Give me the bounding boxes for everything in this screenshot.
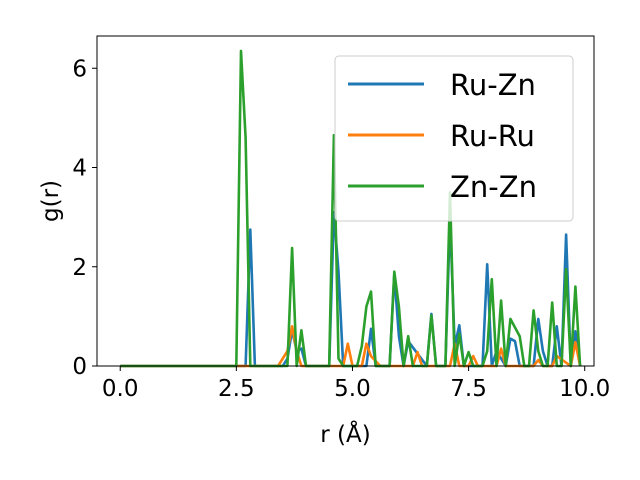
y-tick-label: 0 xyxy=(72,354,87,380)
legend-entry: Zn-Zn xyxy=(450,170,537,204)
y-tick-label: 6 xyxy=(72,56,87,82)
legend-entry: Ru-Ru xyxy=(450,119,535,153)
x-tick-label: 7.5 xyxy=(450,376,487,402)
y-axis-label: g(r) xyxy=(38,180,64,222)
legend-box xyxy=(334,55,574,222)
x-tick-label: 5.0 xyxy=(334,376,371,402)
legend: Ru-Zn Ru-Ru Zn-Zn xyxy=(334,55,574,222)
x-tick-label: 0.0 xyxy=(102,376,139,402)
x-tick-label: 2.5 xyxy=(218,376,255,402)
series-line-ru-zn xyxy=(120,210,582,368)
y-tick-label: 2 xyxy=(72,255,87,281)
x-axis: 0.0 2.5 5.0 7.5 10.0 xyxy=(102,366,610,402)
plot-frame xyxy=(96,35,595,367)
legend-entry: Ru-Zn xyxy=(450,68,536,102)
x-tick-label: 10.0 xyxy=(559,376,610,402)
y-tick-label: 4 xyxy=(72,156,87,182)
series-line-ru-ru xyxy=(120,324,582,368)
y-axis: 0 2 4 6 xyxy=(72,56,97,380)
x-axis-label: r (Å) xyxy=(320,420,370,448)
